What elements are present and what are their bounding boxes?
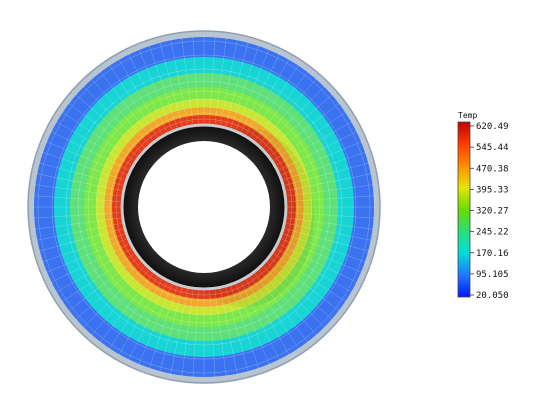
bore-edge (120, 123, 288, 291)
color-legend: Temp 620.49 545.44 470.38 395.33 320.27 245.2… (457, 111, 509, 301)
legend-tick-label: 245.22 (476, 228, 509, 238)
legend-tick-label: 470.38 (476, 164, 509, 174)
legend-tick-label: 170.16 (476, 249, 509, 259)
bore-hole (138, 141, 270, 273)
temperature-contour-disc (27, 30, 381, 384)
legend-tick-label: 320.27 (476, 207, 509, 217)
legend-title: Temp (458, 111, 477, 120)
legend-tick-label: 545.44 (476, 143, 509, 153)
legend-tick-label: 395.33 (476, 185, 509, 195)
legend-tick-label: 95.105 (476, 270, 509, 280)
legend-tick-label: 620.49 (476, 122, 509, 132)
outer-rim (27, 30, 381, 384)
legend-tick-label: 20.050 (476, 291, 509, 301)
legend-color-bar (457, 121, 471, 298)
mesh-grid-overlay (32, 35, 376, 379)
